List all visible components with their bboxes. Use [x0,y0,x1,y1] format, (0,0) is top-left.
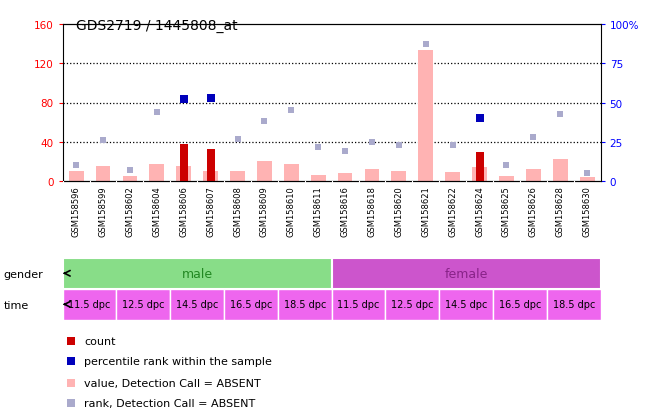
Bar [440,289,493,320]
Text: value, Detection Call = ABSENT: value, Detection Call = ABSENT [84,378,261,388]
Bar [446,173,460,182]
Text: 16.5 dpc: 16.5 dpc [230,299,272,310]
Text: 14.5 dpc: 14.5 dpc [176,299,218,310]
Text: GSM158625: GSM158625 [502,185,511,236]
Text: male: male [182,267,213,280]
Text: 11.5 dpc: 11.5 dpc [337,299,379,310]
Text: 18.5 dpc: 18.5 dpc [284,299,326,310]
Bar [230,172,245,182]
Text: GSM158606: GSM158606 [180,185,188,236]
Bar [311,176,325,182]
Text: GSM158618: GSM158618 [368,185,376,236]
Text: GSM158628: GSM158628 [556,185,565,236]
Bar [180,145,187,182]
Bar [493,289,546,320]
Bar [331,258,601,289]
Text: GDS2719 / 1445808_at: GDS2719 / 1445808_at [76,19,238,33]
Bar [278,289,332,320]
Text: female: female [444,267,488,280]
Bar [149,165,164,182]
Bar [499,177,514,182]
Bar [224,289,278,320]
Bar [338,174,352,182]
Bar [476,152,484,182]
Bar [69,172,84,182]
Text: GSM158620: GSM158620 [395,185,403,236]
Bar [579,178,595,182]
Bar [284,165,299,182]
Bar [331,289,385,320]
Bar [418,51,433,182]
Bar [391,172,407,182]
Text: GSM158599: GSM158599 [98,185,108,236]
Text: percentile rank within the sample: percentile rank within the sample [84,356,272,366]
Text: GSM158624: GSM158624 [475,185,484,236]
Text: time: time [3,300,28,310]
Text: GSM158604: GSM158604 [152,185,161,236]
Text: GSM158630: GSM158630 [583,185,591,236]
Bar [117,289,170,320]
Bar [526,170,541,182]
Text: GSM158616: GSM158616 [341,185,350,236]
Bar [257,162,272,182]
Text: 14.5 dpc: 14.5 dpc [445,299,487,310]
Bar [207,150,215,182]
Text: rank, Detection Call = ABSENT: rank, Detection Call = ABSENT [84,398,255,408]
Text: GSM158608: GSM158608 [233,185,242,236]
Text: GSM158602: GSM158602 [125,185,135,236]
Text: count: count [84,336,116,346]
Text: 11.5 dpc: 11.5 dpc [69,299,111,310]
Text: gender: gender [3,270,43,280]
Bar [385,289,440,320]
Bar [546,289,601,320]
Text: 12.5 dpc: 12.5 dpc [391,299,434,310]
Text: 18.5 dpc: 18.5 dpc [552,299,595,310]
Text: GSM158611: GSM158611 [314,185,323,236]
Bar [203,172,218,182]
Bar [472,168,487,182]
Bar [170,289,224,320]
Text: 12.5 dpc: 12.5 dpc [122,299,164,310]
Bar [63,258,331,289]
Text: GSM158622: GSM158622 [448,185,457,236]
Text: GSM158607: GSM158607 [206,185,215,236]
Bar [123,177,137,182]
Text: GSM158609: GSM158609 [260,185,269,236]
Bar [176,167,191,182]
Bar [96,167,110,182]
Text: GSM158596: GSM158596 [72,185,81,236]
Text: 16.5 dpc: 16.5 dpc [499,299,541,310]
Bar [364,170,380,182]
Text: GSM158626: GSM158626 [529,185,538,236]
Text: GSM158621: GSM158621 [421,185,430,236]
Text: GSM158610: GSM158610 [287,185,296,236]
Bar [63,289,117,320]
Bar [553,159,568,182]
